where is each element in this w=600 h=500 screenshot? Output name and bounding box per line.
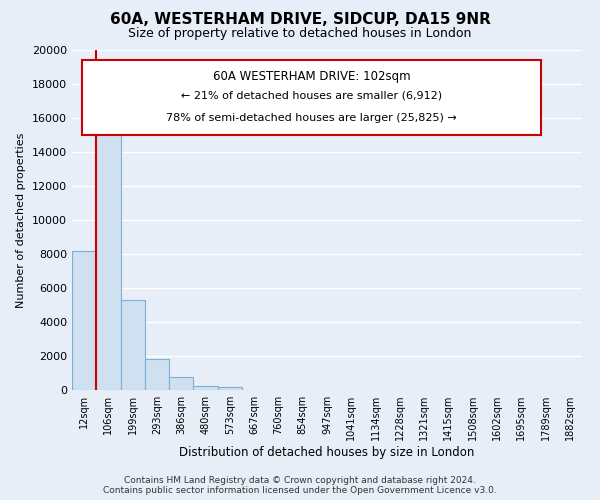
Y-axis label: Number of detached properties: Number of detached properties [16, 132, 26, 308]
Bar [145, 360, 169, 390]
Bar [193, 386, 218, 390]
Text: 60A WESTERHAM DRIVE: 102sqm: 60A WESTERHAM DRIVE: 102sqm [213, 70, 410, 84]
Text: Size of property relative to detached houses in London: Size of property relative to detached ho… [128, 28, 472, 40]
X-axis label: Distribution of detached houses by size in London: Distribution of detached houses by size … [179, 446, 475, 459]
Bar [96, 108, 121, 390]
Text: 60A, WESTERHAM DRIVE, SIDCUP, DA15 9NR: 60A, WESTERHAM DRIVE, SIDCUP, DA15 9NR [110, 12, 490, 28]
FancyBboxPatch shape [82, 60, 541, 135]
Text: ← 21% of detached houses are smaller (6,912): ← 21% of detached houses are smaller (6,… [181, 91, 442, 101]
Text: Contains HM Land Registry data © Crown copyright and database right 2024.
Contai: Contains HM Land Registry data © Crown c… [103, 476, 497, 495]
Text: 78% of semi-detached houses are larger (25,825) →: 78% of semi-detached houses are larger (… [166, 113, 457, 123]
Bar [169, 378, 193, 390]
Bar [218, 386, 242, 390]
Bar [121, 300, 145, 390]
Bar [72, 250, 96, 390]
